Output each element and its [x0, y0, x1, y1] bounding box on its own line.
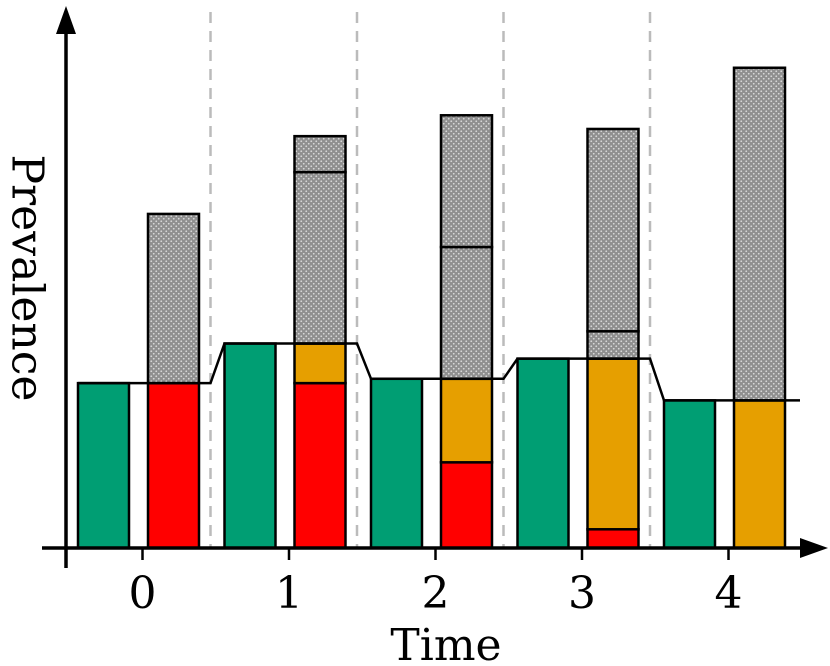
step-line-layer [78, 342, 800, 402]
red-segment-2 [439, 461, 494, 550]
green-bar-2 [369, 377, 424, 550]
x-axis-label: Time [390, 620, 501, 666]
red-segment-1 [293, 381, 347, 550]
hatched-segment-2-1 [439, 245, 494, 381]
time-dividers [209, 12, 652, 548]
x-tick-label-4: 4 [715, 568, 743, 619]
hatched-segment-2-2 [439, 114, 494, 249]
green-bar-1 [223, 342, 277, 550]
green-bar-0 [76, 381, 131, 550]
hatched-segment-0-1 [146, 212, 201, 385]
axes-layer [42, 6, 828, 568]
orange-segment-3 [586, 357, 640, 531]
bars-layer [76, 66, 787, 550]
y-axis-label: Prevalence [2, 155, 53, 402]
green-bar-3 [516, 357, 570, 550]
orange-segment-2 [439, 377, 494, 464]
hatched-segment-4-1 [732, 66, 787, 402]
tick-labels-layer: 0 1 2 3 4 [129, 548, 743, 619]
x-tick-label-0: 0 [129, 568, 157, 619]
y-axis-arrowhead [56, 6, 76, 34]
x-tick-label-1: 1 [275, 568, 303, 619]
red-segment-3 [586, 528, 640, 550]
red-segment-0 [146, 381, 201, 550]
hatched-segment-1-1 [293, 170, 347, 345]
x-tick-label-3: 3 [568, 568, 596, 619]
hatched-segment-3-1 [586, 330, 640, 360]
green-bar-4 [662, 399, 717, 550]
x-tick-label-2: 2 [422, 568, 450, 619]
hatched-segment-3-2 [586, 127, 640, 333]
orange-segment-4 [732, 399, 787, 550]
x-axis-arrowhead [800, 538, 828, 558]
orange-segment-1 [293, 342, 347, 385]
step-line [78, 342, 800, 402]
hatched-segment-1-2 [293, 134, 347, 174]
